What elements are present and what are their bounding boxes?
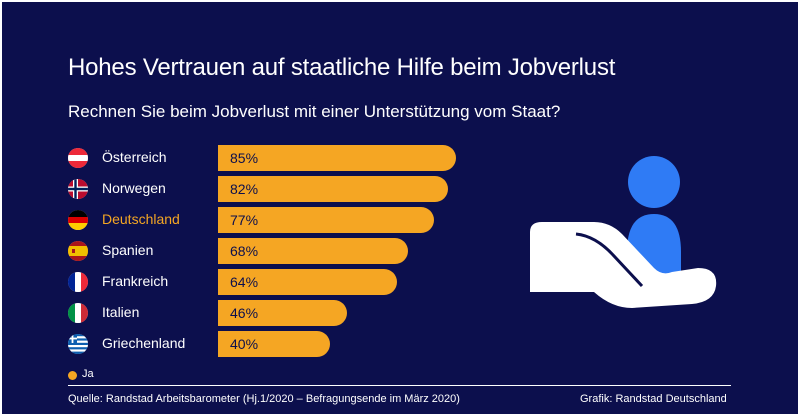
bar-row: Norwegen 82% — [2, 176, 798, 202]
bar-row: Frankreich 64% — [2, 269, 798, 295]
italy-flag-icon — [68, 303, 88, 323]
graphic-credit: Grafik: Randstad Deutschland — [580, 393, 727, 405]
chart-title: Hohes Vertrauen auf staatliche Hilfe bei… — [68, 54, 616, 81]
bar-row: Österreich 85% — [2, 145, 798, 171]
country-label: Italien — [102, 304, 140, 320]
country-label: Griechenland — [102, 335, 186, 351]
country-label: Österreich — [102, 149, 167, 165]
chart-subtitle: Rechnen Sie beim Jobverlust mit einer Un… — [68, 102, 561, 121]
bar-value-label: 40% — [230, 336, 259, 352]
country-label: Frankreich — [102, 273, 169, 289]
bar — [218, 238, 408, 264]
bar — [218, 207, 434, 233]
greece-flag-icon — [68, 334, 88, 354]
bar-value-label: 46% — [230, 305, 259, 321]
bar — [218, 176, 448, 202]
bar-value-label: 85% — [230, 150, 259, 166]
source-note: Quelle: Randstad Arbeitsbarometer (Hj.1/… — [68, 393, 460, 405]
bar — [218, 269, 397, 295]
footer-divider — [68, 385, 731, 386]
france-flag-icon — [68, 272, 88, 292]
legend-swatch-ja — [68, 371, 77, 380]
bar-row: Griechenland 40% — [2, 331, 798, 357]
legend-label-ja: Ja — [82, 368, 94, 380]
country-label: Spanien — [102, 242, 154, 258]
bar-row: Deutschland 77% — [2, 207, 798, 233]
spain-flag-icon — [68, 241, 88, 261]
hand-holding-person-icon — [530, 156, 717, 308]
bar-value-label: 82% — [230, 181, 259, 197]
hand-finger-line — [575, 232, 644, 288]
country-label: Norwegen — [102, 180, 166, 196]
person-head — [628, 156, 680, 208]
bar — [218, 145, 456, 171]
bar-value-label: 77% — [230, 212, 259, 228]
bar-value-label: 64% — [230, 274, 259, 290]
bar-value-label: 68% — [230, 243, 259, 259]
norway-flag-icon — [68, 179, 88, 199]
bar-row: Italien 46% — [2, 300, 798, 326]
austria-flag-icon — [68, 148, 88, 168]
bar — [218, 300, 347, 326]
bar — [218, 331, 330, 357]
germany-flag-icon — [68, 210, 88, 230]
bar-row: Spanien 68% — [2, 238, 798, 264]
country-label: Deutschland — [102, 211, 180, 227]
